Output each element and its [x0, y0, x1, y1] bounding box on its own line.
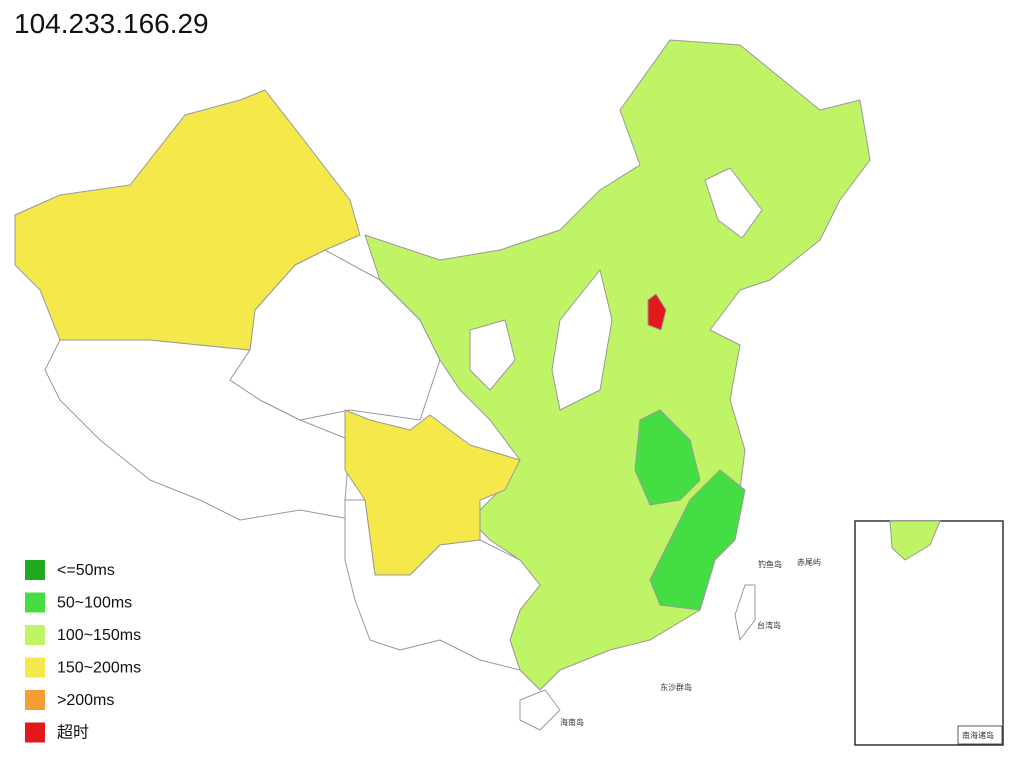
region — [519, 689, 561, 731]
legend-swatch — [25, 722, 45, 743]
region — [889, 520, 941, 561]
legend-label: >200ms — [57, 692, 114, 709]
inset — [854, 520, 1004, 746]
legend-swatch — [25, 625, 45, 645]
legend-label: 50~100ms — [57, 595, 132, 612]
map-labels: 钓鱼岛 赤尾屿 台湾岛 东沙群岛 海南岛 南海诸岛 — [560, 558, 994, 740]
legend: <=50ms 50~100ms 100~150ms 150~200ms >200ms 超时 — [25, 560, 141, 743]
region — [344, 499, 541, 671]
legend-swatch — [25, 592, 45, 613]
map-label: 海南岛 — [560, 717, 584, 727]
region — [469, 319, 516, 391]
region — [647, 293, 667, 331]
title: 104.233.166.29 — [14, 8, 209, 39]
region — [551, 269, 613, 411]
map-label: 赤尾屿 — [797, 558, 821, 567]
inset-frame — [854, 520, 1004, 746]
region — [734, 584, 756, 641]
legend-swatch — [25, 657, 45, 678]
region — [649, 469, 746, 611]
region — [704, 167, 763, 239]
legend-label: 100~150ms — [57, 627, 141, 644]
inset-caption-box — [957, 725, 1003, 745]
legend-label: <=50ms — [57, 562, 115, 579]
provinces — [14, 39, 871, 731]
legend-label: 150~200ms — [57, 660, 141, 677]
region — [14, 89, 361, 351]
region — [634, 409, 701, 506]
map-label: 东沙群岛 — [660, 682, 692, 692]
legend-swatch — [25, 560, 45, 580]
legend-swatch — [25, 690, 45, 710]
map-label: 台湾岛 — [757, 620, 781, 630]
legend-label: 超时 — [57, 724, 89, 742]
map-label: 南海诸岛 — [962, 730, 994, 740]
map-label: 钓鱼岛 — [758, 559, 782, 569]
